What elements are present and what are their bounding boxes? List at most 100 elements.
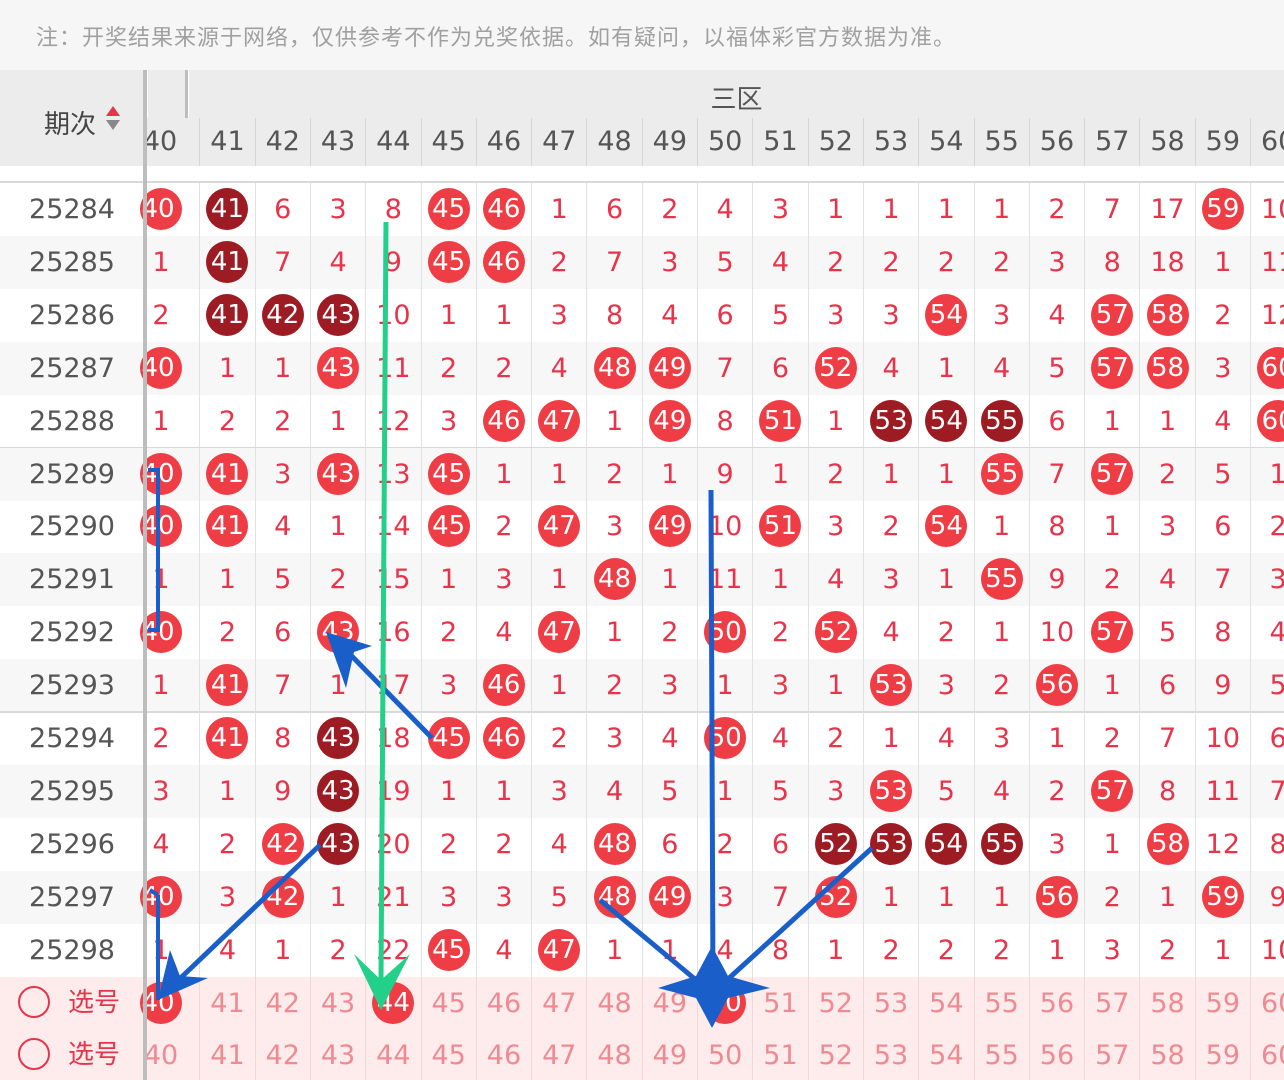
select-number-cell[interactable]: 41 xyxy=(199,976,254,1030)
select-number-cell[interactable]: 40 xyxy=(140,977,184,1030)
select-number-cell[interactable]: 55 xyxy=(973,1029,1029,1080)
select-number-cell[interactable]: 60 xyxy=(1250,1029,1284,1080)
select-number-cell[interactable]: 56 xyxy=(1028,1029,1084,1080)
select-number-cell[interactable]: 51 xyxy=(752,976,807,1030)
selectable-number[interactable]: 56 xyxy=(1039,987,1075,1019)
selectable-number[interactable]: 53 xyxy=(873,1040,909,1072)
selectable-number[interactable]: 43 xyxy=(320,1040,356,1072)
selectable-number[interactable]: 42 xyxy=(265,1040,300,1072)
select-number-cell[interactable]: 50 xyxy=(697,976,752,1030)
select-number-cell[interactable]: 46 xyxy=(475,976,531,1030)
selectable-number[interactable]: 42 xyxy=(265,987,300,1019)
select-label[interactable]: 选号 xyxy=(68,1040,121,1071)
select-number-cell[interactable]: 52 xyxy=(807,1029,863,1080)
selected-number-ball[interactable]: 44 xyxy=(372,981,415,1024)
select-number-cell[interactable]: 45 xyxy=(420,976,476,1030)
selectable-number[interactable]: 48 xyxy=(597,1040,632,1072)
select-number-cell[interactable]: 48 xyxy=(586,976,641,1030)
selected-number-ball[interactable]: 50 xyxy=(704,981,747,1024)
selectable-number[interactable]: 51 xyxy=(763,1040,798,1072)
select-number-cell[interactable]: 56 xyxy=(1028,976,1084,1030)
radio-icon[interactable] xyxy=(18,1038,50,1071)
selectable-number[interactable]: 55 xyxy=(984,1040,1019,1072)
drawn-number-ball: 45 xyxy=(427,928,470,971)
select-number-cell[interactable]: 48 xyxy=(586,1029,641,1080)
selectable-number[interactable]: 57 xyxy=(1095,987,1130,1019)
select-number-cell[interactable]: 58 xyxy=(1139,1029,1194,1080)
select-number-cell[interactable]: 40 xyxy=(144,1029,184,1080)
sort-icon[interactable] xyxy=(106,106,120,132)
selectable-number[interactable]: 58 xyxy=(1150,1040,1185,1072)
selectable-number[interactable]: 51 xyxy=(763,987,798,1019)
select-number-cell[interactable]: 42 xyxy=(254,976,310,1030)
select-number-cell[interactable]: 47 xyxy=(531,1029,586,1080)
select-number-cell[interactable]: 50 xyxy=(697,1029,752,1080)
trend-cell: 4 xyxy=(1028,288,1084,342)
selectable-number[interactable]: 43 xyxy=(320,987,356,1019)
select-number-cell[interactable]: 57 xyxy=(1084,976,1139,1030)
miss-count: 6 xyxy=(1048,405,1066,437)
selectable-number[interactable]: 40 xyxy=(143,1040,179,1072)
selectable-number[interactable]: 58 xyxy=(1150,987,1185,1019)
selectable-number[interactable]: 45 xyxy=(431,987,466,1019)
selectable-number[interactable]: 49 xyxy=(652,987,688,1019)
select-number-cell[interactable]: 49 xyxy=(641,1029,697,1080)
select-number-row[interactable]: 选号 40 41 42 43 44 45 46 47 48 49 50 51 52 53 54 55 56 57 58… xyxy=(0,1029,1284,1080)
trend-cell: 46 xyxy=(475,712,531,765)
selectable-number[interactable]: 56 xyxy=(1039,1040,1075,1072)
select-number-cell[interactable]: 46 xyxy=(475,1029,531,1080)
select-number-cell[interactable]: 59 xyxy=(1194,976,1250,1030)
select-number-cell[interactable]: 54 xyxy=(918,976,973,1030)
select-number-cell[interactable]: 44 xyxy=(365,976,420,1030)
trend-cell: 40 xyxy=(140,448,184,501)
select-number-cell[interactable]: 53 xyxy=(862,976,918,1030)
select-number-cell[interactable]: 60 xyxy=(1250,976,1284,1030)
select-number-row[interactable]: 选号 40 41 42 43 44 45 46 47 48 49 50 51 52 53 54 55 56 57 58… xyxy=(0,976,1284,1030)
select-label[interactable]: 选号 xyxy=(68,987,121,1018)
select-number-cell[interactable]: 57 xyxy=(1084,1029,1139,1080)
select-number-cell[interactable]: 53 xyxy=(862,1029,918,1080)
select-number-cell[interactable]: 51 xyxy=(752,1029,807,1080)
miss-count: 4 xyxy=(882,352,900,384)
selectable-number[interactable]: 41 xyxy=(210,987,245,1019)
select-number-cell[interactable]: 49 xyxy=(641,976,697,1030)
selectable-number[interactable]: 47 xyxy=(542,987,577,1019)
select-number-cell[interactable]: 52 xyxy=(807,976,863,1030)
select-number-cell[interactable]: 44 xyxy=(365,1029,420,1080)
selectable-number[interactable]: 47 xyxy=(542,1040,577,1072)
trend-cell: 2 xyxy=(1084,712,1139,765)
selectable-number[interactable]: 54 xyxy=(929,987,964,1019)
select-number-cell[interactable]: 54 xyxy=(918,1029,973,1080)
selectable-number[interactable]: 50 xyxy=(707,1040,743,1072)
select-number-cell[interactable]: 58 xyxy=(1139,976,1194,1030)
selectable-number[interactable]: 60 xyxy=(1260,1040,1284,1072)
column-header: 60 xyxy=(1250,118,1284,166)
selectable-number[interactable]: 44 xyxy=(376,1040,411,1072)
selectable-number[interactable]: 59 xyxy=(1205,987,1241,1019)
select-number-cell[interactable]: 55 xyxy=(973,976,1029,1030)
select-number-cell[interactable]: 43 xyxy=(309,976,365,1030)
trend-cell: 7 xyxy=(586,235,641,289)
selectable-number[interactable]: 53 xyxy=(873,987,909,1019)
select-number-cell[interactable]: 59 xyxy=(1194,1029,1250,1080)
selectable-number[interactable]: 55 xyxy=(984,987,1019,1019)
select-number-cell[interactable]: 45 xyxy=(420,1029,476,1080)
select-number-cell[interactable]: 41 xyxy=(199,1029,254,1080)
select-number-cell[interactable]: 43 xyxy=(309,1029,365,1080)
selectable-number[interactable]: 57 xyxy=(1095,1040,1130,1072)
radio-icon[interactable] xyxy=(18,985,50,1018)
selectable-number[interactable]: 59 xyxy=(1205,1040,1241,1072)
selectable-number[interactable]: 46 xyxy=(486,1040,522,1072)
selectable-number[interactable]: 54 xyxy=(929,1040,964,1072)
period-header[interactable]: 期次 xyxy=(0,70,144,166)
selectable-number[interactable]: 45 xyxy=(431,1040,466,1072)
selectable-number[interactable]: 60 xyxy=(1260,987,1284,1019)
selectable-number[interactable]: 41 xyxy=(210,1040,245,1072)
selectable-number[interactable]: 52 xyxy=(818,987,853,1019)
select-number-cell[interactable]: 42 xyxy=(254,1029,310,1080)
select-number-cell[interactable]: 47 xyxy=(531,976,586,1030)
selectable-number[interactable]: 52 xyxy=(818,1040,853,1072)
selectable-number[interactable]: 49 xyxy=(652,1040,688,1072)
selectable-number[interactable]: 48 xyxy=(597,987,632,1019)
selectable-number[interactable]: 46 xyxy=(486,987,522,1019)
